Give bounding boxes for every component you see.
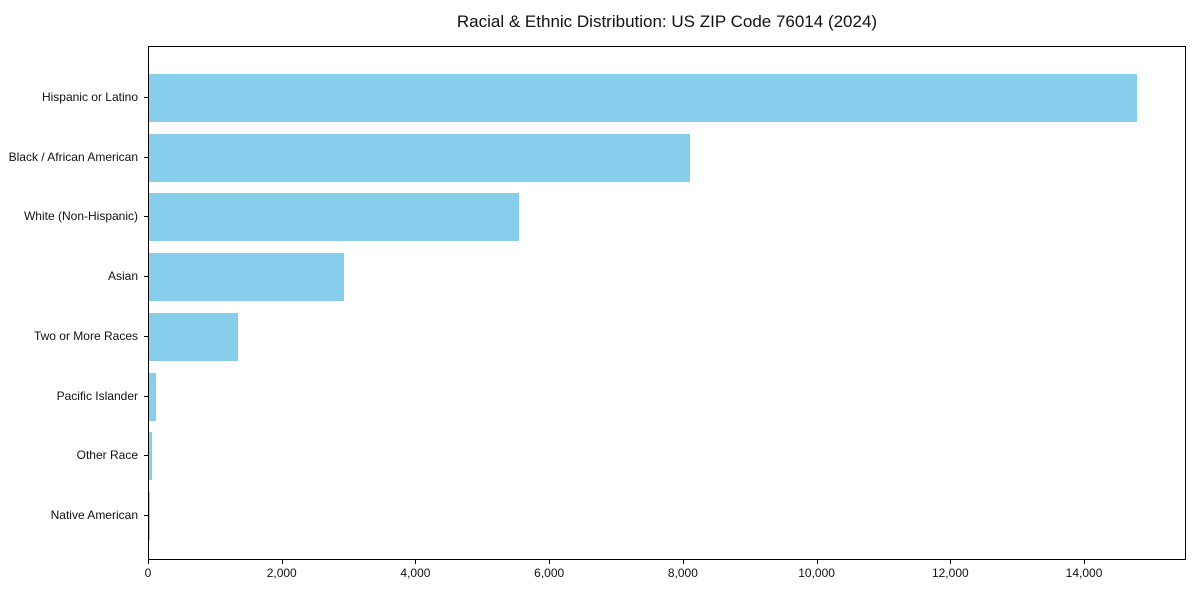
x-tick-label-12-000: 12,000 <box>931 566 969 580</box>
x-tick-mark <box>281 560 283 564</box>
y-tick-mark <box>144 335 148 337</box>
x-tick-mark <box>1084 560 1086 564</box>
x-tick-label-10-000: 10,000 <box>798 566 835 580</box>
bar-native-american <box>149 491 150 540</box>
bar-other-race <box>149 432 152 481</box>
bar-two-or-more-races <box>149 312 238 361</box>
y-axis-label-black-african-american: Black / African American <box>8 149 138 164</box>
plot-area <box>148 46 1186 560</box>
y-tick-mark <box>144 276 148 278</box>
x-tick-mark <box>148 560 149 564</box>
y-axis-label-white-non-hispanic: White (Non-Hispanic) <box>23 209 138 224</box>
x-tick-mark <box>549 560 551 564</box>
bar-black-african-american <box>149 133 690 182</box>
y-axis-label-asian: Asian <box>107 269 138 284</box>
y-tick-mark <box>144 216 148 218</box>
y-axis-label-pacific-islander: Pacific Islander <box>56 388 138 403</box>
y-axis-label-native-american: Native American <box>50 507 138 522</box>
x-tick-mark <box>415 560 417 564</box>
y-tick-mark <box>144 97 148 98</box>
x-tick-label-4-000: 4,000 <box>400 566 431 580</box>
chart-title: Racial & Ethnic Distribution: US ZIP Cod… <box>456 12 878 31</box>
x-tick-label-2-000: 2,000 <box>266 566 297 580</box>
y-tick-mark <box>144 514 148 516</box>
bar-hispanic-or-latino <box>149 74 1138 122</box>
bar-pacific-islander <box>149 372 157 421</box>
x-tick-mark <box>816 560 818 564</box>
y-axis-label-other-race: Other Race <box>76 448 138 463</box>
y-axis-label-hispanic-or-latino: Hispanic or Latino <box>41 90 138 104</box>
x-tick-label-8-000: 8,000 <box>667 566 698 580</box>
x-tick-label-14-000: 14,000 <box>1065 566 1103 580</box>
y-tick-mark <box>144 395 148 397</box>
x-tick-mark <box>682 560 684 564</box>
bar-white-non-hispanic <box>149 193 520 242</box>
x-tick-mark <box>950 560 952 564</box>
x-tick-label-0: 0 <box>144 566 152 580</box>
y-tick-mark <box>144 455 148 457</box>
x-tick-label-6-000: 6,000 <box>534 566 565 580</box>
bar-asian <box>149 253 345 302</box>
y-axis-label-two-or-more-races: Two or More Races <box>33 328 138 343</box>
y-tick-mark <box>144 156 148 158</box>
